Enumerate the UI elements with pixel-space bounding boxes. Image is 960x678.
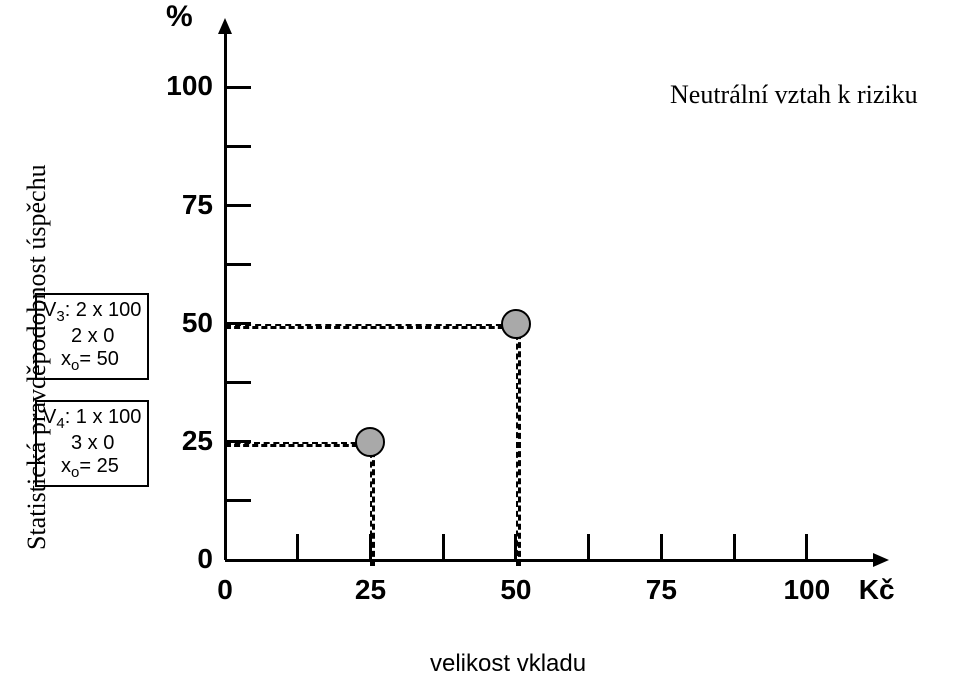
x-axis <box>225 559 875 562</box>
box-v4-l1-a: V <box>43 406 56 428</box>
box-v4-l1-sub: 4 <box>56 415 64 432</box>
page: Statistická pravděpodobnost úspěchu % Ne… <box>0 0 960 671</box>
x-tick <box>660 534 663 560</box>
y-tick-label: 0 <box>197 543 213 575</box>
x-tick <box>296 534 299 560</box>
box-v4-l3-b: = 25 <box>79 455 118 477</box>
box-v4-l3-a: x <box>61 455 71 477</box>
x-tick-label: 0 <box>217 574 233 606</box>
x-axis-arrow <box>873 553 889 567</box>
box-v3-l1-a: V <box>43 299 56 321</box>
y-axis-unit: % <box>166 0 193 34</box>
data-point <box>355 427 385 457</box>
y-tick <box>225 204 251 207</box>
box-v4-line2: 3 x 0 <box>43 432 141 455</box>
box-v3-l3-a: x <box>61 348 71 370</box>
box-v3-l1-sub: 3 <box>56 308 64 325</box>
y-tick <box>225 86 251 89</box>
box-v3: V3: 2 x 100 2 x 0 xo= 50 <box>35 293 149 380</box>
x-tick <box>587 534 590 560</box>
y-tick <box>225 381 251 384</box>
x-tick-label: 25 <box>355 574 386 606</box>
y-tick-label: 75 <box>182 189 213 221</box>
data-point <box>501 309 531 339</box>
y-axis <box>224 30 227 560</box>
box-v3-line2: 2 x 0 <box>43 325 141 348</box>
x-axis-unit: Kč <box>859 574 895 606</box>
y-tick-label: 100 <box>166 70 213 102</box>
box-v4-l1-b: : 1 x 100 <box>65 406 142 428</box>
y-axis-arrow <box>218 18 232 34</box>
y-tick-label: 50 <box>182 307 213 339</box>
x-tick <box>442 534 445 560</box>
box-v3-line3: xo= 50 <box>43 348 141 374</box>
box-v4-line3: xo= 25 <box>43 455 141 481</box>
guide-line-horizontal <box>225 442 376 447</box>
x-tick-label: 75 <box>646 574 677 606</box>
plot-area: 02550751000255075100Kč <box>225 40 865 560</box>
y-tick <box>225 499 251 502</box>
y-tick-label: 25 <box>182 425 213 457</box>
guide-line-vertical <box>516 324 521 566</box>
y-tick <box>225 145 251 148</box>
guide-line-horizontal <box>225 324 522 329</box>
box-v4: V4: 1 x 100 3 x 0 xo= 25 <box>35 400 149 487</box>
box-v3-l3-b: = 50 <box>79 348 118 370</box>
x-tick-label: 50 <box>500 574 531 606</box>
x-tick-label: 100 <box>783 574 830 606</box>
box-v3-l1-b: : 2 x 100 <box>65 299 142 321</box>
box-v4-line1: V4: 1 x 100 <box>43 406 141 432</box>
box-v3-line1: V3: 2 x 100 <box>43 299 141 325</box>
x-axis-title: velikost vkladu <box>430 650 586 678</box>
x-tick <box>805 534 808 560</box>
guide-line-vertical <box>370 442 375 566</box>
x-tick <box>733 534 736 560</box>
y-tick <box>225 263 251 266</box>
